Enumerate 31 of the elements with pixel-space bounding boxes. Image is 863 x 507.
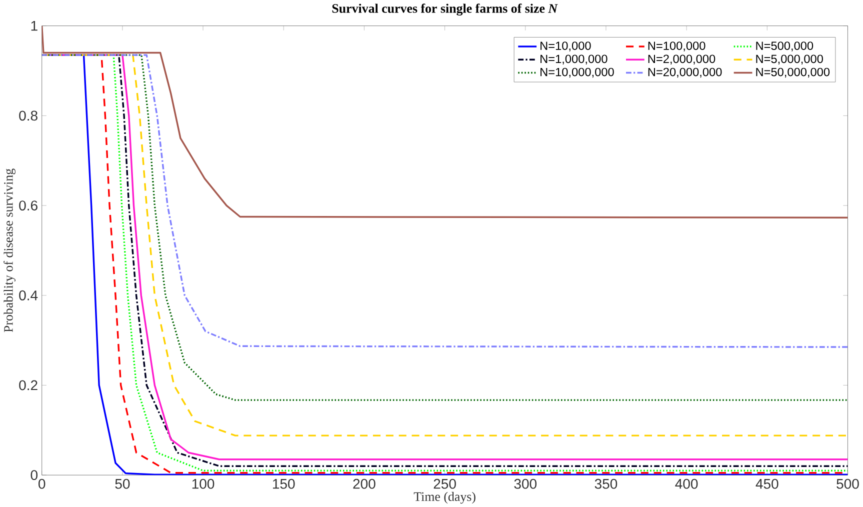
y-tick-label: 0.4 [19,290,38,300]
x-axis-title: Time (days) [414,492,476,504]
y-tick-label: 0 [30,470,38,480]
legend-label: N=100,000 [648,41,706,52]
line-series [42,54,848,348]
x-tick-label: 50 [115,478,130,489]
x-tick-label: 200 [353,478,376,489]
y-axis-title: Probability of disease surviving [4,168,16,332]
x-tick-label: 100 [192,478,214,489]
legend-label: N=50,000,000 [756,68,830,78]
x-tick-label: 150 [272,478,295,489]
y-tick-label: 1 [31,20,38,31]
x-tick-label: 300 [514,478,537,489]
legend-label: N=10,000 [540,41,591,52]
legend-label: N=1,000,000 [540,54,608,64]
y-tick-label: 0.2 [19,380,38,390]
x-tick-label: 450 [756,478,778,489]
x-tick-label: 250 [434,478,456,489]
line-series [42,26,848,218]
legend-label: N=10,000,000 [540,68,614,78]
legend-label: N=5,000,000 [756,54,823,64]
x-tick-label: 400 [675,478,698,489]
legend-label: N=20,000,000 [648,68,722,78]
y-tick-label: 0.6 [19,200,38,210]
chart-title: Survival curves for single farms of size N [332,3,558,16]
x-tick-label: 500 [836,478,859,489]
x-tick-label: 350 [594,478,618,489]
x-tick-label: 0 [38,478,46,489]
legend-label: N=2,000,000 [648,54,716,64]
legend-label: N=500,000 [756,41,814,52]
y-tick-label: 0.8 [19,110,38,121]
